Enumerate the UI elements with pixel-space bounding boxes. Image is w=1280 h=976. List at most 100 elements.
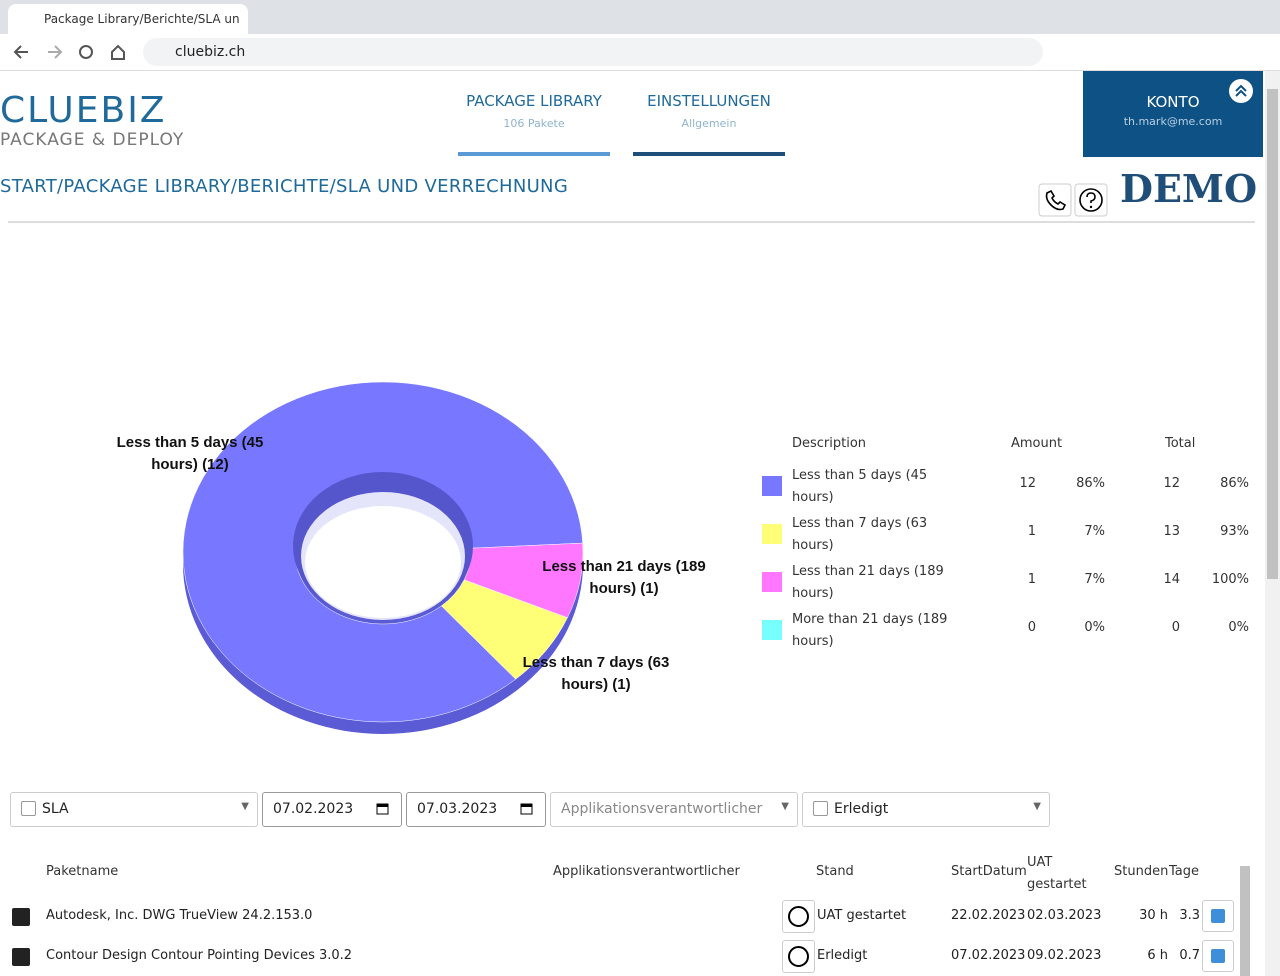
- package-icon: [12, 948, 30, 966]
- legend-total: 13: [1163, 524, 1180, 539]
- account-email: th.mark@me.com: [1123, 115, 1223, 128]
- nav-sub: 106 Pakete: [503, 117, 565, 130]
- table-cell: Erledigt: [817, 948, 868, 963]
- caret: ▼: [1033, 801, 1041, 812]
- table-cell: 0.7: [1179, 948, 1200, 963]
- date-value: 07.02.2023: [273, 801, 354, 817]
- nav-label: PACKAGE LIBRARY: [466, 92, 602, 110]
- logo[interactable]: CLUEBIZ PACKAGE & DEPLOY: [0, 90, 184, 151]
- legend-amount-pct: 7%: [1084, 524, 1105, 539]
- legend-swatch: [762, 524, 782, 544]
- crumb-item[interactable]: PACKAGE LIBRARY: [63, 176, 231, 197]
- logo-top: CLUEBIZ: [0, 90, 167, 131]
- nav-label: EINSTELLUNGEN: [647, 92, 771, 110]
- collapse-button[interactable]: [1229, 79, 1253, 103]
- legend-amount: 1: [1027, 572, 1036, 587]
- package-icon: [12, 908, 30, 926]
- table-cell: 02.03.2023: [1027, 908, 1102, 923]
- column-header: Stunden: [1114, 864, 1169, 879]
- table-cell: Autodesk, Inc. DWG TrueView 24.2.153.0: [46, 908, 313, 923]
- row-checkbox-tick: [1211, 909, 1225, 923]
- legend-amount: 0: [1027, 620, 1036, 635]
- table-cell: 09.02.2023: [1027, 948, 1102, 963]
- nav-item[interactable]: PACKAGE LIBRARY 106 Pakete: [458, 92, 610, 130]
- donut-hole-center: [305, 506, 461, 618]
- table-cell: 22.02.2023: [951, 908, 1026, 923]
- table-cell: 3.3: [1179, 908, 1200, 923]
- crumb-separator: /: [329, 176, 337, 197]
- legend-description: More than 21 days (189 hours): [792, 612, 948, 649]
- nav-underline: [458, 152, 610, 156]
- legend-swatch: [762, 620, 782, 640]
- checkbox[interactable]: [21, 801, 36, 816]
- legend-header: Amount: [1011, 436, 1063, 451]
- checkbox[interactable]: [813, 801, 828, 816]
- tab-bar: Package Library/Berichte/SLA un: [0, 0, 1280, 34]
- column-header: Stand: [816, 864, 854, 879]
- column-header: UAT gestartet: [1027, 855, 1087, 892]
- legend-description: Less than 7 days (63 hours): [792, 516, 928, 553]
- date-value: 07.03.2023: [417, 801, 498, 817]
- url-field[interactable]: cluebiz.ch: [143, 38, 1043, 66]
- date-to[interactable]: 07.03.2023: [406, 792, 546, 827]
- data-label: Less than 5 days (45 hours) (12): [116, 434, 264, 473]
- column-header: StartDatum: [951, 864, 1027, 879]
- legend-description: Less than 5 days (45 hours): [792, 468, 928, 505]
- legend-total: 0: [1171, 620, 1180, 635]
- legend-description: Less than 21 days (189 hours): [792, 564, 944, 601]
- crumb-item[interactable]: SLA UND VERRECHNUNG: [336, 176, 569, 197]
- legend-total-pct: 100%: [1211, 572, 1249, 587]
- legend-header: Description: [792, 436, 867, 451]
- column-header: Paketname: [46, 864, 119, 879]
- donut-chart: [182, 381, 584, 734]
- select-value: SLA: [42, 801, 69, 817]
- account[interactable]: KONTO th.mark@me.com: [1083, 71, 1263, 157]
- legend-total-pct: 86%: [1220, 476, 1249, 491]
- info-icon: [788, 946, 809, 967]
- legend-total: 14: [1163, 572, 1180, 587]
- crumb-item[interactable]: BERICHTE: [237, 176, 330, 197]
- crumb-separator: /: [57, 176, 64, 197]
- legend-total-pct: 93%: [1220, 524, 1249, 539]
- table-scrollbar[interactable]: [1240, 866, 1250, 976]
- demo-badge: DEMO: [1120, 166, 1258, 211]
- legend-amount-pct: 7%: [1084, 572, 1105, 587]
- date-from[interactable]: 07.02.2023: [262, 792, 402, 827]
- calendar-icon[interactable]: [376, 802, 389, 815]
- legend-amount: 1: [1027, 524, 1036, 539]
- legend-swatch: [762, 476, 782, 496]
- table-cell: 07.02.2023: [951, 948, 1026, 963]
- placeholder: Applikationsverantwortlicher: [561, 801, 763, 817]
- legend-header: Total: [1165, 436, 1196, 451]
- table-cell: 30 h: [1139, 908, 1168, 923]
- account-label: KONTO: [1146, 93, 1200, 111]
- legend-total-pct: 0%: [1228, 620, 1249, 635]
- owner-select[interactable]: Applikationsverantwortlicher ▼: [550, 792, 798, 827]
- row-checkbox-tick: [1211, 949, 1225, 963]
- nav-buttons[interactable]: [12, 42, 132, 62]
- browser-tab[interactable]: Package Library/Berichte/SLA un: [8, 4, 248, 34]
- legend-amount-pct: 0%: [1084, 620, 1105, 635]
- info-icon: [788, 906, 809, 927]
- scroll-thumb[interactable]: [1267, 89, 1278, 579]
- status-select[interactable]: Erledigt ▼: [802, 792, 1050, 827]
- crumb-item[interactable]: START: [0, 176, 58, 197]
- table-cell: UAT gestartet: [817, 908, 907, 923]
- nav-underline: [633, 152, 785, 156]
- nav-sub: Allgemein: [681, 117, 737, 130]
- breadcrumb: START/PACKAGE LIBRARY/BERICHTE/SLA UND V…: [0, 176, 568, 197]
- legend-swatch: [762, 572, 782, 592]
- column-header: Applikationsverantwortlicher: [553, 864, 740, 879]
- caret: ▼: [781, 801, 789, 812]
- type-select[interactable]: SLA ▼: [10, 792, 258, 827]
- nav-item[interactable]: EINSTELLUNGEN Allgemein: [633, 92, 785, 130]
- scrollbar[interactable]: [1265, 71, 1280, 976]
- legend-amount: 12: [1019, 476, 1036, 491]
- column-header: Tage: [1169, 864, 1200, 879]
- help-icons[interactable]: [1038, 183, 1110, 217]
- donut-slice: [463, 542, 584, 618]
- calendar-icon[interactable]: [520, 802, 533, 815]
- table-cell: Contour Design Contour Pointing Devices …: [46, 948, 353, 963]
- data-label: Less than 7 days (63 hours) (1): [522, 654, 670, 693]
